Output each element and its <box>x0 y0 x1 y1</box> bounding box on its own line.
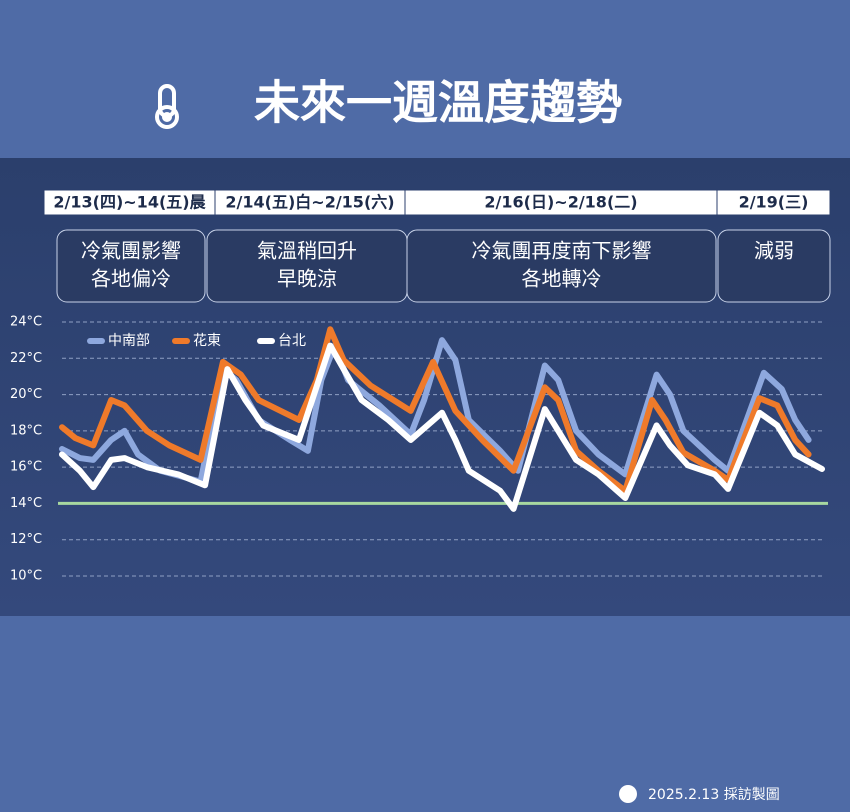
period-date: 2/13(四)~14(五)晨 <box>53 193 206 212</box>
period-note: 冷氣團影響 <box>81 239 181 263</box>
thermometer-bulb <box>162 112 172 122</box>
period-date: 2/14(五)白~2/15(六) <box>225 193 394 212</box>
series-line <box>59 326 812 494</box>
period-note: 氣溫稍回升 <box>257 239 357 263</box>
period-note: 各地轉冷 <box>522 267 602 291</box>
period-header-box <box>716 189 831 216</box>
series-line <box>59 342 825 512</box>
period-header-box <box>404 189 718 216</box>
period-note: 各地偏冷 <box>91 267 171 291</box>
period-note: 冷氣團再度南下影響 <box>472 239 652 263</box>
legend-label: 中南部 <box>108 333 150 349</box>
period-date: 2/16(日)~2/18(二) <box>484 193 637 212</box>
period-note: 減弱 <box>754 239 794 263</box>
period-note-box <box>56 229 206 303</box>
logo <box>619 785 637 803</box>
period-header-box <box>43 189 216 216</box>
y-tick-label: 16°C <box>10 460 42 475</box>
period-note-box <box>406 229 717 303</box>
legend-label: 花東 <box>193 333 221 349</box>
period-date: 2/19(三) <box>739 193 809 212</box>
y-tick-label: 22°C <box>10 351 42 366</box>
y-tick-label: 24°C <box>10 315 42 330</box>
y-tick-label: 12°C <box>10 532 42 547</box>
y-tick-label: 14°C <box>10 496 42 511</box>
title: 未來一週溫度趨勢 <box>254 76 622 130</box>
y-tick-label: 20°C <box>10 387 42 402</box>
y-tick-label: 18°C <box>10 423 42 438</box>
period-note: 早晚涼 <box>277 267 337 291</box>
period-note-box <box>717 229 831 303</box>
y-tick-label: 10°C <box>10 569 42 584</box>
legend-label: 台北 <box>278 333 306 349</box>
footer: 2025.2.13 採訪製圖 <box>648 787 780 803</box>
